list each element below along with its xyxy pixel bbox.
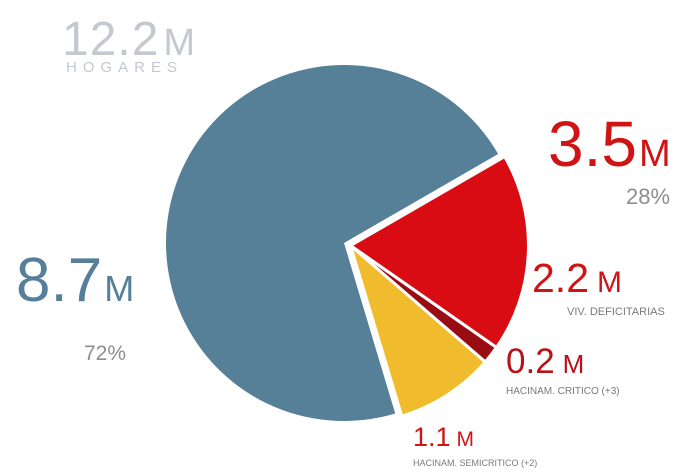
adequate-households-percent: 72%	[84, 342, 127, 365]
critical-overcrowding-label: HACINAM. CRITICO (+3)	[506, 386, 620, 397]
deficit-total-unit: M	[638, 133, 671, 175]
pie-slice-semicritical-overcrowding	[349, 244, 487, 418]
semicritical-overcrowding-value: 1.1 M	[413, 422, 475, 452]
critical-overcrowding-unit: M	[562, 349, 585, 379]
semicritical-overcrowding-label: HACINAM. SEMICRITICO (+2)	[413, 458, 538, 468]
deficit-total-value: 3.5M	[548, 108, 671, 180]
critical-overcrowding-value: 0.2 M	[506, 342, 585, 381]
deficit-total-percent: 28%	[626, 184, 671, 209]
deficient-dwellings-value: 2.2 M	[532, 255, 622, 301]
adequate-households-unit: M	[104, 268, 135, 309]
pie-slices	[166, 65, 530, 421]
total-unit: M	[163, 22, 197, 64]
total-households-value: 12.2 M	[62, 13, 197, 66]
total-households-label: HOGARES	[66, 59, 184, 76]
pie-slice-adequate	[166, 65, 499, 421]
pie-slice-deficient-dwellings	[349, 155, 530, 349]
semicritical-overcrowding-unit: M	[456, 428, 475, 451]
deficient-dwellings-unit: M	[597, 266, 622, 299]
adequate-households-value: 8.7M	[16, 246, 135, 315]
deficient-dwellings-label: VIV. DEFICITARIAS	[567, 306, 665, 318]
